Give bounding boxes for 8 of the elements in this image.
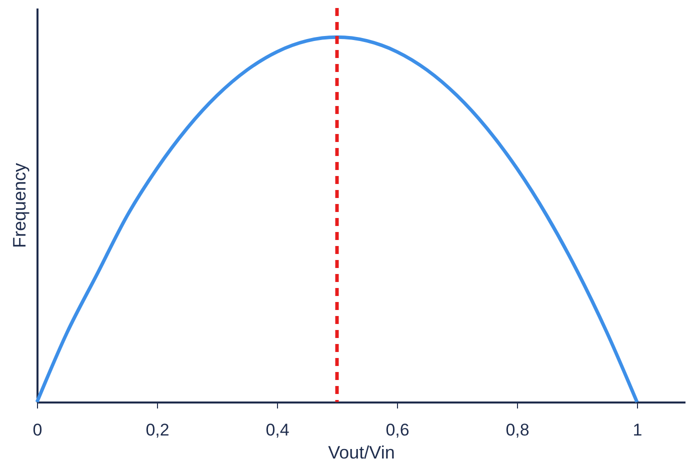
x-tick-label: 0,6	[386, 420, 410, 440]
x-tick-label: 0,8	[506, 420, 530, 440]
x-tick-label: 0,4	[266, 420, 290, 440]
x-axis-title: Vout/Vin	[328, 442, 395, 462]
x-tick-label: 1	[632, 420, 642, 440]
x-tick-label: 0,2	[146, 420, 170, 440]
x-tick-label: 0	[32, 420, 42, 440]
y-axis-title: Frequency	[10, 162, 30, 248]
